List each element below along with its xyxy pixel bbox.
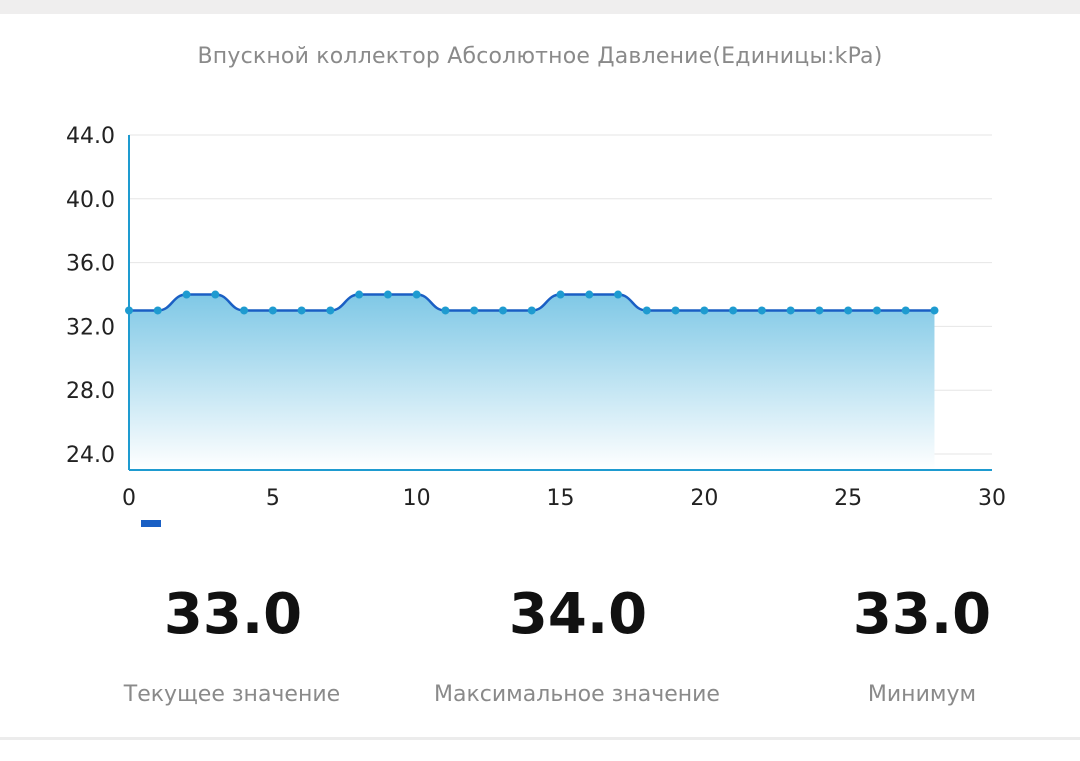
data-point — [441, 306, 450, 315]
data-point — [786, 306, 795, 315]
bottom-divider — [0, 737, 1080, 740]
data-point — [671, 306, 680, 315]
data-point — [700, 306, 709, 315]
data-point — [211, 290, 220, 299]
data-point — [383, 290, 392, 299]
max-value-label: Максимальное значение — [434, 682, 720, 707]
data-point — [729, 306, 738, 315]
x-tick-label: 0 — [122, 486, 136, 511]
data-point — [470, 306, 479, 315]
data-point — [153, 306, 162, 315]
current-value-label: Текущее значение — [123, 682, 341, 707]
chart-title: Впускной коллектор Абсолютное Давление(Е… — [197, 44, 883, 69]
y-tick-label: 40.0 — [66, 188, 115, 213]
data-point — [326, 306, 335, 315]
data-point — [642, 306, 651, 315]
current-value: 33.0 — [163, 582, 303, 647]
data-point — [556, 290, 565, 299]
data-point — [498, 306, 507, 315]
data-point — [355, 290, 364, 299]
y-tick-label: 32.0 — [66, 315, 115, 340]
x-tick-label: 15 — [547, 486, 575, 511]
x-tick-label: 30 — [978, 486, 1006, 511]
data-point — [297, 306, 306, 315]
y-tick-label: 36.0 — [66, 252, 115, 277]
top-band — [0, 0, 1080, 14]
series-area — [129, 294, 935, 470]
min-value-label: Минимум — [867, 682, 977, 707]
data-point — [182, 290, 191, 299]
data-point — [872, 306, 881, 315]
data-point — [901, 306, 910, 315]
x-tick-label: 25 — [834, 486, 862, 511]
data-point — [614, 290, 623, 299]
data-point — [844, 306, 853, 315]
data-point — [585, 290, 594, 299]
data-point — [757, 306, 766, 315]
data-point — [240, 306, 249, 315]
y-tick-label: 44.0 — [66, 124, 115, 149]
x-tick-label: 10 — [403, 486, 431, 511]
data-point — [815, 306, 824, 315]
max-value: 34.0 — [508, 582, 648, 647]
x-tick-label: 5 — [266, 486, 280, 511]
data-point — [268, 306, 277, 315]
y-tick-label: 28.0 — [66, 379, 115, 404]
data-point — [412, 290, 421, 299]
y-tick-label: 24.0 — [66, 443, 115, 468]
data-point — [930, 306, 939, 315]
legend-marker — [141, 520, 161, 527]
x-tick-label: 20 — [690, 486, 718, 511]
min-value: 33.0 — [852, 582, 992, 647]
data-point — [527, 306, 536, 315]
